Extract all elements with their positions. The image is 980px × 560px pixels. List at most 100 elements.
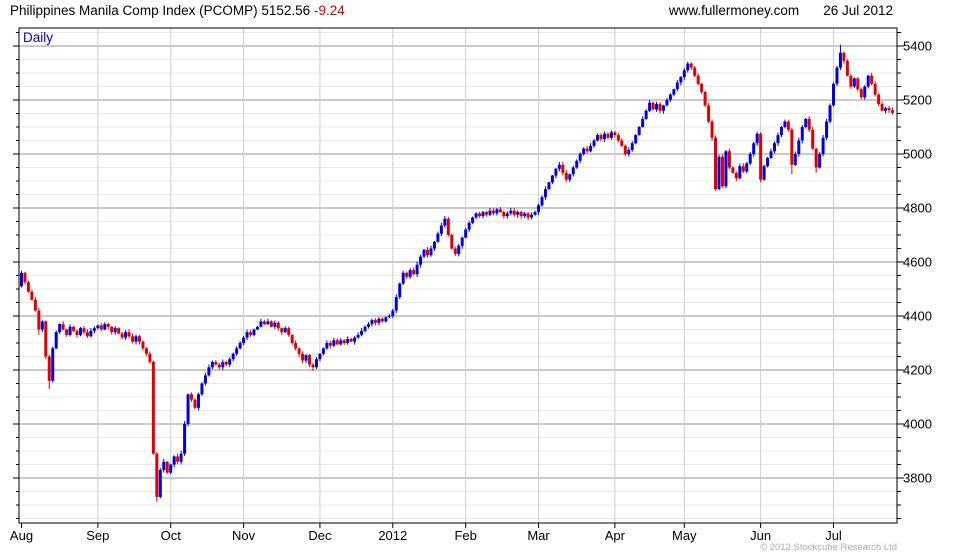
- candle-up: [769, 149, 773, 159]
- candle-down: [106, 322, 110, 330]
- candle-up: [255, 325, 259, 331]
- candle-down: [287, 326, 291, 337]
- candle-up: [797, 137, 801, 157]
- candle-up: [852, 77, 856, 88]
- x-axis-label: Apr: [605, 528, 626, 543]
- candle-up: [682, 67, 686, 80]
- candle-down: [710, 119, 714, 141]
- x-axis-label: Jun: [750, 528, 771, 543]
- candle-down: [478, 211, 482, 218]
- candle-up: [509, 207, 513, 216]
- candle-up: [495, 207, 499, 216]
- candle-up: [318, 352, 322, 362]
- candle-down: [502, 210, 506, 219]
- candle-down: [269, 320, 273, 328]
- x-axis-label: May: [672, 528, 697, 543]
- candle-down: [294, 340, 298, 351]
- candle-up: [481, 210, 485, 219]
- candle-down: [606, 132, 610, 140]
- candle-up: [436, 231, 440, 243]
- candle-down: [373, 318, 377, 326]
- candle-up: [20, 270, 23, 288]
- candle-up: [460, 236, 464, 249]
- candle-down: [845, 59, 849, 77]
- candle-up: [818, 151, 822, 169]
- candle-up: [825, 118, 829, 140]
- x-axis-label: Nov: [232, 528, 256, 543]
- candle-up: [752, 141, 756, 157]
- candle-up: [259, 318, 263, 328]
- timeframe-label: Daily: [23, 30, 54, 45]
- candle-up: [408, 268, 412, 279]
- candle-up: [89, 328, 93, 338]
- candle-down: [873, 81, 877, 97]
- candle-down: [720, 154, 724, 188]
- candle-up: [648, 99, 652, 113]
- candle-down: [519, 210, 523, 219]
- candle-down: [61, 321, 65, 331]
- candle-down: [117, 327, 121, 335]
- candle-up: [523, 211, 527, 219]
- candle-up: [183, 421, 187, 456]
- candle-down: [308, 353, 312, 368]
- candle-down: [342, 338, 346, 345]
- candle-up: [162, 458, 166, 473]
- candle-up: [415, 261, 419, 277]
- candle-up: [124, 329, 128, 341]
- candle-down: [217, 362, 221, 370]
- candle-up: [58, 323, 62, 334]
- candle-down: [297, 347, 301, 357]
- candle-up: [54, 330, 58, 350]
- candle-down: [280, 327, 284, 336]
- candle-up: [717, 154, 721, 191]
- candle-up: [582, 147, 586, 156]
- candle-down: [786, 120, 790, 132]
- candle-up: [738, 163, 742, 180]
- x-axis-label: Jul: [825, 528, 842, 543]
- candle-down: [707, 102, 711, 124]
- candle-up: [113, 326, 117, 335]
- candle-up: [377, 317, 381, 326]
- candle-up: [356, 332, 360, 339]
- header-bar: Philippines Manila Comp Index (PCOMP) 51…: [0, 3, 980, 25]
- candle-down: [23, 271, 27, 285]
- candle-up: [40, 320, 44, 333]
- candle-down: [491, 208, 495, 216]
- candle-up: [321, 347, 325, 356]
- candle-up: [471, 216, 475, 225]
- x-axis-label: Mar: [527, 528, 550, 543]
- candle-up: [401, 270, 405, 285]
- candle-up: [464, 227, 468, 239]
- candle-up: [589, 143, 593, 153]
- price-change: -9.24: [313, 3, 345, 18]
- candle-down: [33, 297, 37, 312]
- candle-up: [467, 221, 471, 232]
- candle-up: [252, 328, 256, 336]
- candle-up: [533, 210, 537, 216]
- candle-up: [332, 337, 336, 348]
- candle-up: [339, 337, 343, 346]
- y-axis-label: 5400: [903, 39, 932, 54]
- candle-down: [700, 82, 704, 95]
- candle-up: [516, 210, 520, 218]
- candle-down: [380, 317, 384, 323]
- candle-down: [214, 360, 218, 366]
- candle-up: [231, 352, 235, 362]
- candle-up: [627, 147, 631, 157]
- candle-down: [484, 211, 488, 217]
- candle-up: [474, 212, 478, 220]
- candle-up: [398, 282, 402, 299]
- candle-down: [328, 340, 332, 349]
- candle-up: [273, 320, 277, 330]
- candle-up: [575, 159, 579, 169]
- candle-down: [731, 166, 735, 174]
- candle-up: [672, 88, 676, 97]
- last-price: 5152.56: [261, 3, 311, 18]
- website-link[interactable]: www.fullermoney.com: [668, 3, 800, 18]
- candle-up: [835, 65, 839, 87]
- candle-up: [314, 357, 318, 369]
- x-axis-label: Dec: [308, 528, 332, 543]
- candle-up: [776, 132, 780, 146]
- candle-up: [568, 173, 572, 183]
